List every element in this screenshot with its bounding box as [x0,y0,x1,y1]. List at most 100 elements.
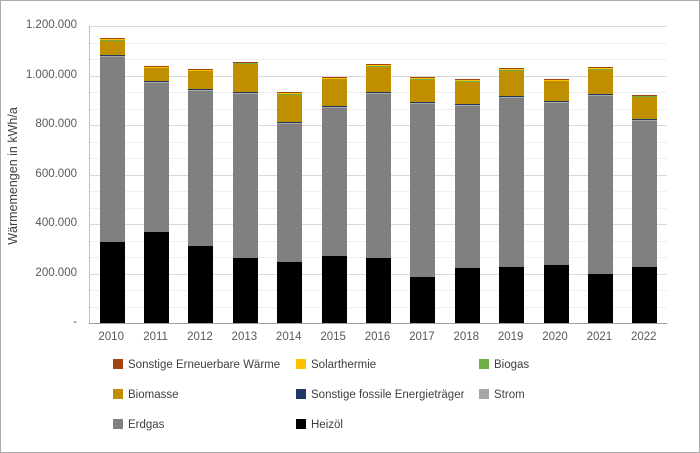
bar-2021 [587,26,613,323]
bar-segment-2020-sonstige-erneuerbare-wärme [543,78,569,80]
bar-segment-2022-heizöl [632,266,658,323]
minor-gridline [90,59,667,60]
bar-segment-2022-solarthermie [632,95,658,97]
bar-segment-2015-strom [321,106,347,108]
bar-segment-2011-biogas [144,67,170,69]
bar-2013 [232,26,258,323]
bar-segment-2022-sonstige-fossile-energieträger [632,119,658,121]
bar-segment-2018-solarthermie [454,79,480,81]
legend-label: Heizöl [311,419,343,431]
bar-segment-2020-sonstige-fossile-energieträger [543,101,569,102]
y-tick-label: - [73,316,77,328]
legend-item-sonstige-fossile-energieträger: Sonstige fossile Energieträger [296,389,464,404]
bar-segment-2019-solarthermie [499,68,525,70]
bar-segment-2010-solarthermie [99,39,125,40]
minor-gridline [90,42,667,44]
y-tick-label: 1.000.000 [25,68,77,81]
bar-2020 [543,26,569,323]
bar-segment-2021-erdgas [587,95,613,274]
legend-label: Erdgas [128,419,165,431]
bar-segment-2011-sonstige-erneuerbare-wärme [144,66,170,68]
bar-segment-2012-erdgas [188,90,214,246]
bar-segment-2013-sonstige-erneuerbare-wärme [232,61,258,63]
bar-segment-2022-biogas [632,96,658,98]
bar-segment-2021-strom [587,94,613,96]
legend-swatch-icon [479,389,489,399]
bar-segment-2017-sonstige-fossile-energieträger [410,102,436,103]
bar-segment-2011-heizöl [144,231,170,323]
bar-segment-2014-biogas [277,93,303,95]
x-tick-label-2014: 2014 [275,331,302,343]
legend-item-heizöl: Heizöl [296,419,343,434]
bar-2022 [632,26,658,323]
bar-segment-2016-sonstige-erneuerbare-wärme [366,64,391,66]
bar-segment-2014-erdgas [277,123,303,262]
bar-segment-2018-erdgas [454,105,480,269]
bar-segment-2013-strom [232,92,258,94]
bar-segment-2011-solarthermie [144,66,170,68]
bar-segment-2018-sonstige-erneuerbare-wärme [454,79,480,80]
x-tick-label-2018: 2018 [453,331,480,343]
y-tick-label: 1.200.000 [25,19,77,31]
bar-segment-2010-erdgas [99,56,125,243]
legend-label: Sonstige fossile Energieträger [311,389,465,401]
legend-swatch-icon [113,389,123,399]
bar-segment-2017-heizöl [410,276,436,323]
legend-swatch-icon [113,359,123,369]
bar-segment-2016-erdgas [366,93,391,258]
x-tick-label-2020: 2020 [542,331,568,343]
bar-segment-2022-biomasse [632,97,658,120]
bar-segment-2013-sonstige-fossile-energieträger [232,91,258,93]
bar-segment-2010-heizöl [99,242,125,323]
x-tick-label-2021: 2021 [586,331,613,343]
major-gridline [90,26,667,27]
bar-segment-2016-biomasse [366,66,391,92]
bar-segment-2014-sonstige-erneuerbare-wärme [277,92,303,94]
bar-2010 [99,26,125,323]
bar-segment-2010-biomasse [99,40,125,56]
legend-label: Biomasse [128,389,179,401]
bar-segment-2018-biomasse [454,81,480,105]
bar-segment-2015-solarthermie [321,77,347,79]
bar-segment-2011-biomasse [144,68,170,81]
bar-2014 [277,26,303,323]
y-tick-label: 200.000 [35,266,77,279]
x-tick-label-2016: 2016 [364,331,391,343]
bar-segment-2018-strom [454,105,480,106]
bar-segment-2015-biogas [321,78,347,80]
bar-segment-2018-biogas [454,80,480,82]
bar-segment-2012-biogas [188,70,214,72]
bar-segment-2015-heizöl [321,256,347,323]
bar-segment-2016-heizöl [366,257,391,323]
x-tick-label-2017: 2017 [409,331,435,343]
legend-item-erdgas: Erdgas [113,419,164,434]
bar-segment-2010-biogas [99,39,125,41]
bar-segment-2012-sonstige-erneuerbare-wärme [188,69,214,70]
bar-segment-2010-sonstige-fossile-energieträger [99,55,125,57]
bar-segment-2015-erdgas [321,107,347,257]
x-tick-label-2010: 2010 [98,331,124,343]
bar-segment-2017-erdgas [410,103,436,277]
bar-segment-2017-biomasse [410,79,436,102]
bar-segment-2020-erdgas [543,102,569,266]
x-tick-label-2015: 2015 [320,331,346,343]
x-tick-label-2022: 2022 [631,331,657,343]
legend-swatch-icon [479,359,489,369]
bar-segment-2014-heizöl [277,261,303,323]
bar-segment-2011-sonstige-fossile-energieträger [144,80,170,82]
bar-segment-2014-biomasse [277,94,303,123]
bar-segment-2021-heizöl [587,273,613,323]
bar-segment-2014-sonstige-fossile-energieträger [277,122,303,124]
bar-segment-2020-biomasse [543,81,569,101]
bar-segment-2017-sonstige-erneuerbare-wärme [410,77,436,79]
bar-segment-2021-biomasse [587,69,613,94]
bar-segment-2013-biogas [232,63,258,64]
bar-segment-2011-strom [144,81,170,83]
bar-2011 [144,26,170,323]
bar-2017 [410,26,436,323]
bar-segment-2019-biogas [499,69,525,71]
bar-segment-2019-heizöl [499,267,525,323]
x-tick-label-2012: 2012 [187,331,213,343]
bar-segment-2013-biomasse [232,63,258,92]
